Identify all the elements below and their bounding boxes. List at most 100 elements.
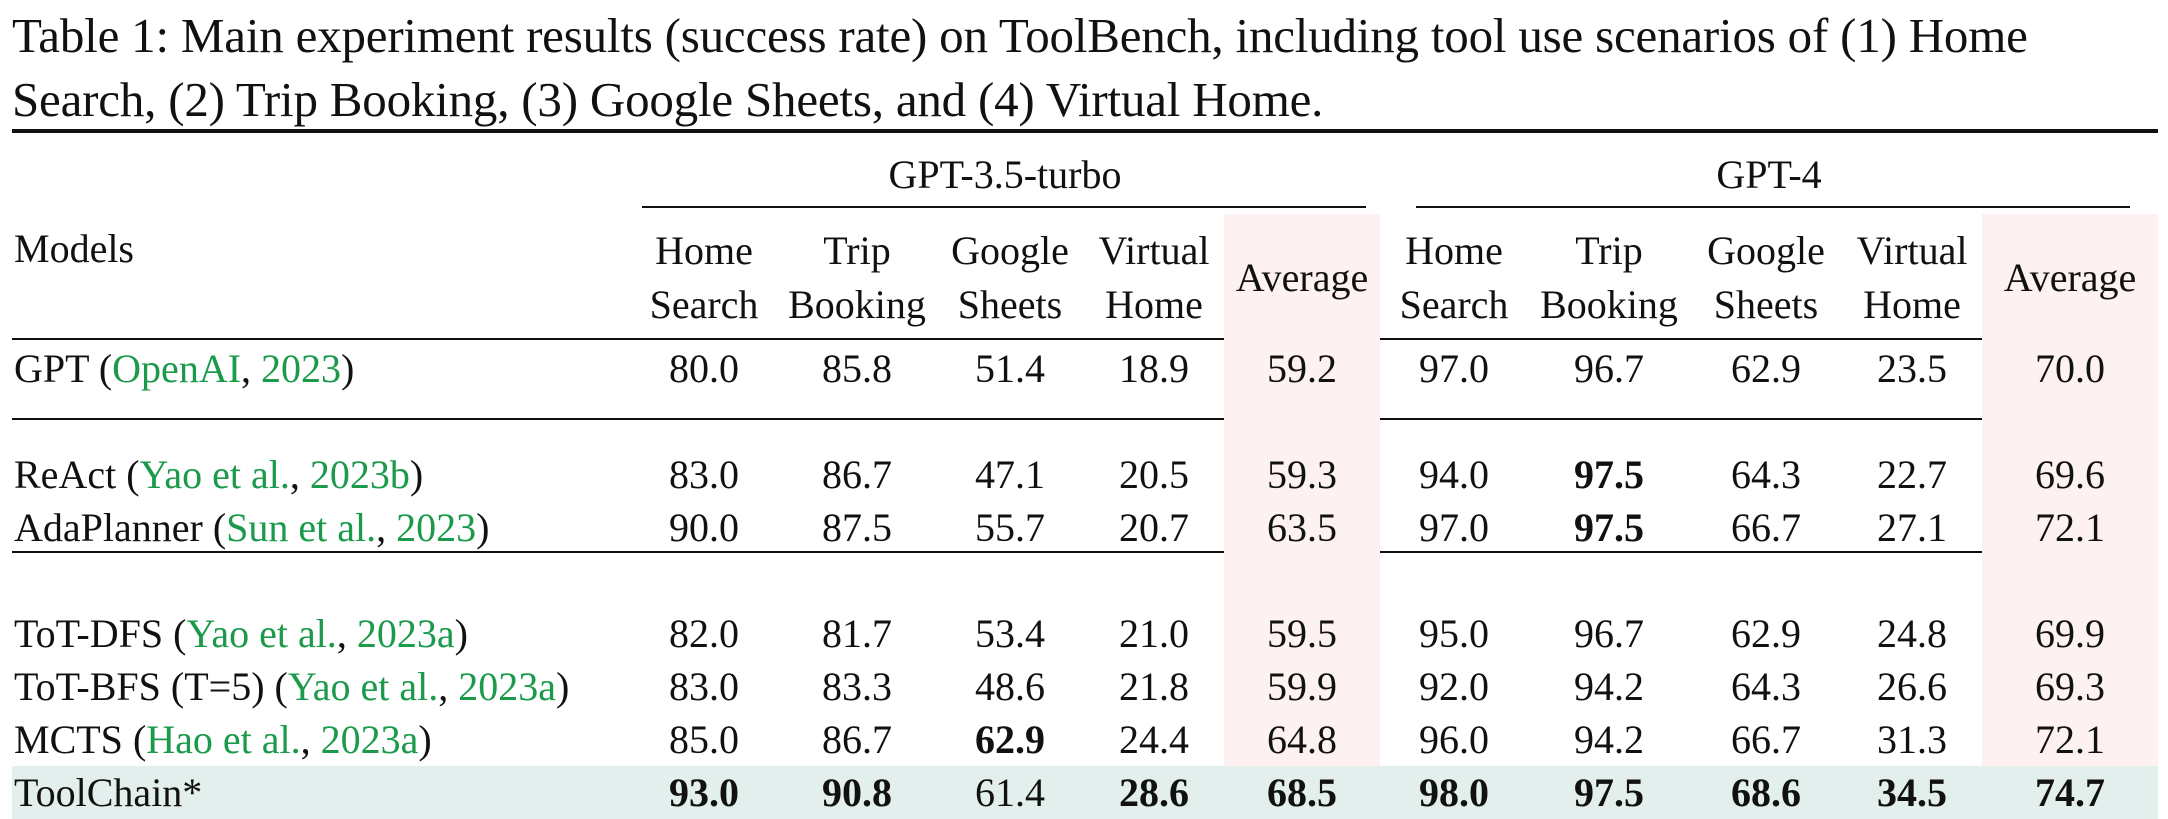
group-header-gpt4: GPT-4 — [1716, 151, 1822, 197]
column-header: Trip Booking — [788, 228, 926, 327]
table-cell: 34.5 — [1842, 766, 1982, 819]
citation-author-link[interactable]: Yao et al. — [139, 452, 290, 497]
table-cell: 66.7 — [1731, 717, 1801, 762]
model-name: ToT-BFS (T=5) (Yao et al., 2023a) — [14, 664, 570, 709]
table-row: ReAct (Yao et al., 2023b) 83.0 86.7 47.1 20.… — [12, 448, 2159, 501]
citation-author-link[interactable]: Sun et al. — [226, 505, 377, 550]
column-header: Virtual Home — [1098, 228, 1210, 327]
table-cell: 95.0 — [1419, 611, 1489, 656]
column-header: Average — [1982, 214, 2159, 342]
model-name: ToolChain* — [12, 766, 630, 819]
table-cell: 59.2 — [1224, 342, 1380, 395]
table-cell: 24.8 — [1877, 611, 1947, 656]
table-row: ToT-DFS (Yao et al., 2023a) 82.0 81.7 53.4 2… — [12, 607, 2159, 660]
models-header: Models — [14, 226, 134, 271]
table-cell: 80.0 — [669, 346, 739, 391]
citation-year-link[interactable]: 2023a — [458, 664, 556, 709]
column-header: Virtual Home — [1856, 228, 1968, 327]
table-cell: 97.0 — [1419, 505, 1489, 550]
table-cell: 92.0 — [1419, 664, 1489, 709]
model-name: MCTS (Hao et al., 2023a) — [14, 717, 432, 762]
table-cell: 47.1 — [975, 452, 1045, 497]
table-row: AdaPlanner (Sun et al., 2023) 90.0 87.5 55.… — [12, 501, 2159, 554]
column-header: Trip Booking — [1540, 228, 1678, 327]
column-header: Home Search — [1399, 228, 1509, 327]
table-cell: 85.8 — [822, 346, 892, 391]
table-cell: 20.5 — [1119, 452, 1189, 497]
table-cell: 64.8 — [1224, 713, 1380, 766]
group-rule-gpt35 — [642, 206, 1366, 208]
table-cell: 81.7 — [822, 611, 892, 656]
table-cell: 18.9 — [1119, 346, 1189, 391]
table-cell: 82.0 — [669, 611, 739, 656]
table-cell: 97.5 — [1528, 766, 1690, 819]
citation-year-link[interactable]: 2023a — [320, 717, 419, 762]
table-cell: 96.0 — [1419, 717, 1489, 762]
table-cell: 66.7 — [1731, 505, 1801, 550]
table-row: MCTS (Hao et al., 2023a) 85.0 86.7 62.9 24.4… — [12, 713, 2159, 766]
table-cell: 69.3 — [1982, 660, 2159, 713]
table-cell: 97.5 — [1574, 452, 1644, 497]
group-rule-gpt4 — [1416, 206, 2130, 208]
table-cell: 74.7 — [1982, 766, 2159, 819]
table-cell: 59.5 — [1224, 607, 1380, 660]
section-gap — [12, 395, 2159, 448]
table-cell: 21.8 — [1119, 664, 1189, 709]
table-cell: 94.0 — [1419, 452, 1489, 497]
table-cell: 70.0 — [1982, 342, 2159, 395]
table-cell: 48.6 — [975, 664, 1045, 709]
table-cell: 64.3 — [1731, 664, 1801, 709]
table-cell: 68.6 — [1690, 766, 1842, 819]
header-rule — [12, 338, 2158, 340]
table-cell: 20.7 — [1119, 505, 1189, 550]
column-header: Google Sheets — [951, 228, 1069, 327]
table-cell: 51.4 — [975, 346, 1045, 391]
citation-year-link[interactable]: 2023 — [396, 505, 477, 550]
citation-year-link[interactable]: 2023 — [261, 346, 342, 391]
table-cell: 31.3 — [1877, 717, 1947, 762]
table-cell: 62.9 — [975, 717, 1045, 762]
table-cell: 63.5 — [1224, 501, 1380, 554]
table-row: ToT-BFS (T=5) (Yao et al., 2023a) 83.0 83.… — [12, 660, 2159, 713]
table-cell: 93.0 — [630, 766, 778, 819]
section-gap — [12, 554, 2159, 607]
table-cell: 21.0 — [1119, 611, 1189, 656]
table-row: ToolChain* 93.0 90.8 61.4 28.6 68.5 98.0 97.5 68… — [12, 766, 2159, 819]
citation-author-link[interactable]: Hao et al. — [146, 717, 301, 762]
column-header: Home Search — [649, 228, 759, 327]
table-cell: 72.1 — [1982, 501, 2159, 554]
table-cell: 59.9 — [1224, 660, 1380, 713]
table-cell: 28.6 — [1084, 766, 1224, 819]
table-cell: 62.9 — [1731, 611, 1801, 656]
table-cell: 90.8 — [778, 766, 936, 819]
table-cell: 23.5 — [1877, 346, 1947, 391]
row-rule-1 — [12, 418, 2158, 420]
citation-author-link[interactable]: Yao et al. — [186, 611, 337, 656]
table-cell: 96.7 — [1574, 346, 1644, 391]
citation-year-link[interactable]: 2023b — [309, 452, 410, 497]
model-name: ToT-DFS (Yao et al., 2023a) — [14, 611, 468, 656]
table-cell: 83.3 — [822, 664, 892, 709]
table-cell: 83.0 — [669, 452, 739, 497]
table-cell: 53.4 — [975, 611, 1045, 656]
citation-year-link[interactable]: 2023a — [356, 611, 455, 656]
table-cell: 85.0 — [669, 717, 739, 762]
table-cell: 86.7 — [822, 452, 892, 497]
top-rule — [12, 129, 2158, 133]
table-cell: 68.5 — [1224, 766, 1380, 819]
table-cell: 90.0 — [669, 505, 739, 550]
table-cell: 94.2 — [1574, 717, 1644, 762]
table-cell: 69.6 — [1982, 448, 2159, 501]
column-header: Average — [1224, 214, 1380, 342]
row-rule-2 — [12, 551, 2158, 553]
table-cell: 94.2 — [1574, 664, 1644, 709]
table-cell: 97.0 — [1419, 346, 1489, 391]
table-cell: 64.3 — [1731, 452, 1801, 497]
table-cell: 61.4 — [936, 766, 1084, 819]
citation-author-link[interactable]: Yao et al. — [287, 664, 439, 709]
model-name: ReAct (Yao et al., 2023b) — [14, 452, 424, 497]
table-cell: 87.5 — [822, 505, 892, 550]
citation-author-link[interactable]: OpenAI — [112, 346, 242, 391]
table-cell: 72.1 — [1982, 713, 2159, 766]
table-cell: 22.7 — [1877, 452, 1947, 497]
